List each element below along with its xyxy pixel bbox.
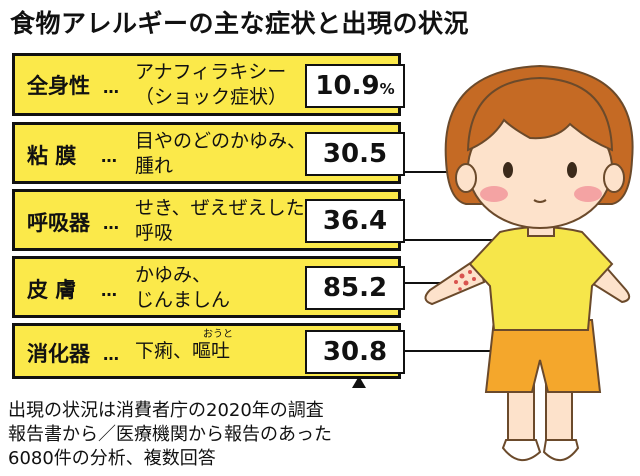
- value-box: 36.4: [305, 199, 405, 243]
- symptom-description: アナフィラキシー （ショック症状）: [135, 60, 287, 110]
- value-box: 30.5: [305, 132, 405, 176]
- symptom-row-mucosa: 粘 膜 … 目やのどのかゆみ、 腫れ 30.5: [12, 122, 405, 184]
- symptom-description: かゆみ、 じんましん: [135, 263, 230, 313]
- symptom-description: 目やのどのかゆみ、 腫れ: [135, 129, 306, 179]
- value-box: 85.2: [305, 266, 405, 310]
- leader-dots: …: [103, 214, 119, 233]
- leader-dots: …: [101, 147, 117, 166]
- eye-icon: [567, 162, 577, 178]
- category-label: 呼吸器: [27, 211, 90, 235]
- ruby-reading: おうと: [203, 329, 233, 340]
- symptom-row-skin: 皮 膚 … かゆみ、 じんましん 85.2: [12, 256, 405, 318]
- child-illustration: [403, 64, 634, 461]
- note-line: 報告書から／医療機関から報告のあった: [8, 424, 332, 445]
- page-title: 食物アレルギーの主な症状と出現の状況: [10, 9, 470, 38]
- description-line: 目やのどのかゆみ、: [135, 130, 307, 152]
- leader-dots: …: [101, 281, 117, 300]
- value-box: 10.9%: [305, 64, 405, 108]
- value: 30.8: [322, 337, 388, 367]
- pointer-triangle-icon: [352, 376, 366, 388]
- value: 85.2: [322, 273, 388, 303]
- category-label: 全身性: [27, 74, 90, 98]
- shirt: [468, 226, 614, 331]
- hair-bangs: [466, 76, 614, 152]
- symptom-description: 下痢、嘔吐: [135, 339, 230, 364]
- symptom-row-systemic: 全身性 … アナフィラキシー （ショック症状） 10.9%: [12, 53, 405, 116]
- category-label: 消化器: [27, 342, 90, 366]
- eye-icon: [503, 162, 513, 178]
- unit: %: [379, 80, 395, 98]
- category-label: 粘 膜: [27, 144, 77, 168]
- description-line: （ショック症状）: [135, 86, 288, 108]
- description-line: かゆみ、: [135, 264, 212, 286]
- leader-dots: …: [103, 78, 119, 97]
- value: 30.5: [322, 139, 388, 169]
- note-line: 6080件の分析、複数回答: [8, 448, 216, 469]
- description-line: 腫れ: [135, 155, 174, 177]
- description-line: 呼吸: [135, 222, 174, 244]
- category-label: 皮 膚: [27, 278, 77, 302]
- symptom-description: せき、ぜえぜえした 呼吸: [135, 196, 305, 246]
- symptom-row-digestive: 消化器 … おうと 下痢、嘔吐 30.8: [12, 323, 405, 379]
- description-line: じんましん: [135, 289, 231, 311]
- source-note: 出現の状況は消費者庁の2020年の調査 報告書から／医療機関から報告のあった 6…: [8, 399, 332, 471]
- leader-dots: …: [103, 345, 119, 364]
- value-box: 30.8: [305, 330, 405, 374]
- rash-marks: [454, 270, 476, 291]
- description-line: せき、ぜえぜえした: [135, 197, 305, 219]
- value: 10.9: [315, 71, 380, 101]
- description-line: アナフィラキシー: [135, 61, 287, 83]
- symptom-row-respiratory: 呼吸器 … せき、ぜえぜえした 呼吸 36.4: [12, 189, 405, 251]
- value: 36.4: [322, 206, 388, 236]
- description-line: 下痢、嘔吐: [135, 340, 231, 362]
- note-line: 出現の状況は消費者庁の2020年の調査: [8, 400, 324, 421]
- shorts: [484, 319, 602, 393]
